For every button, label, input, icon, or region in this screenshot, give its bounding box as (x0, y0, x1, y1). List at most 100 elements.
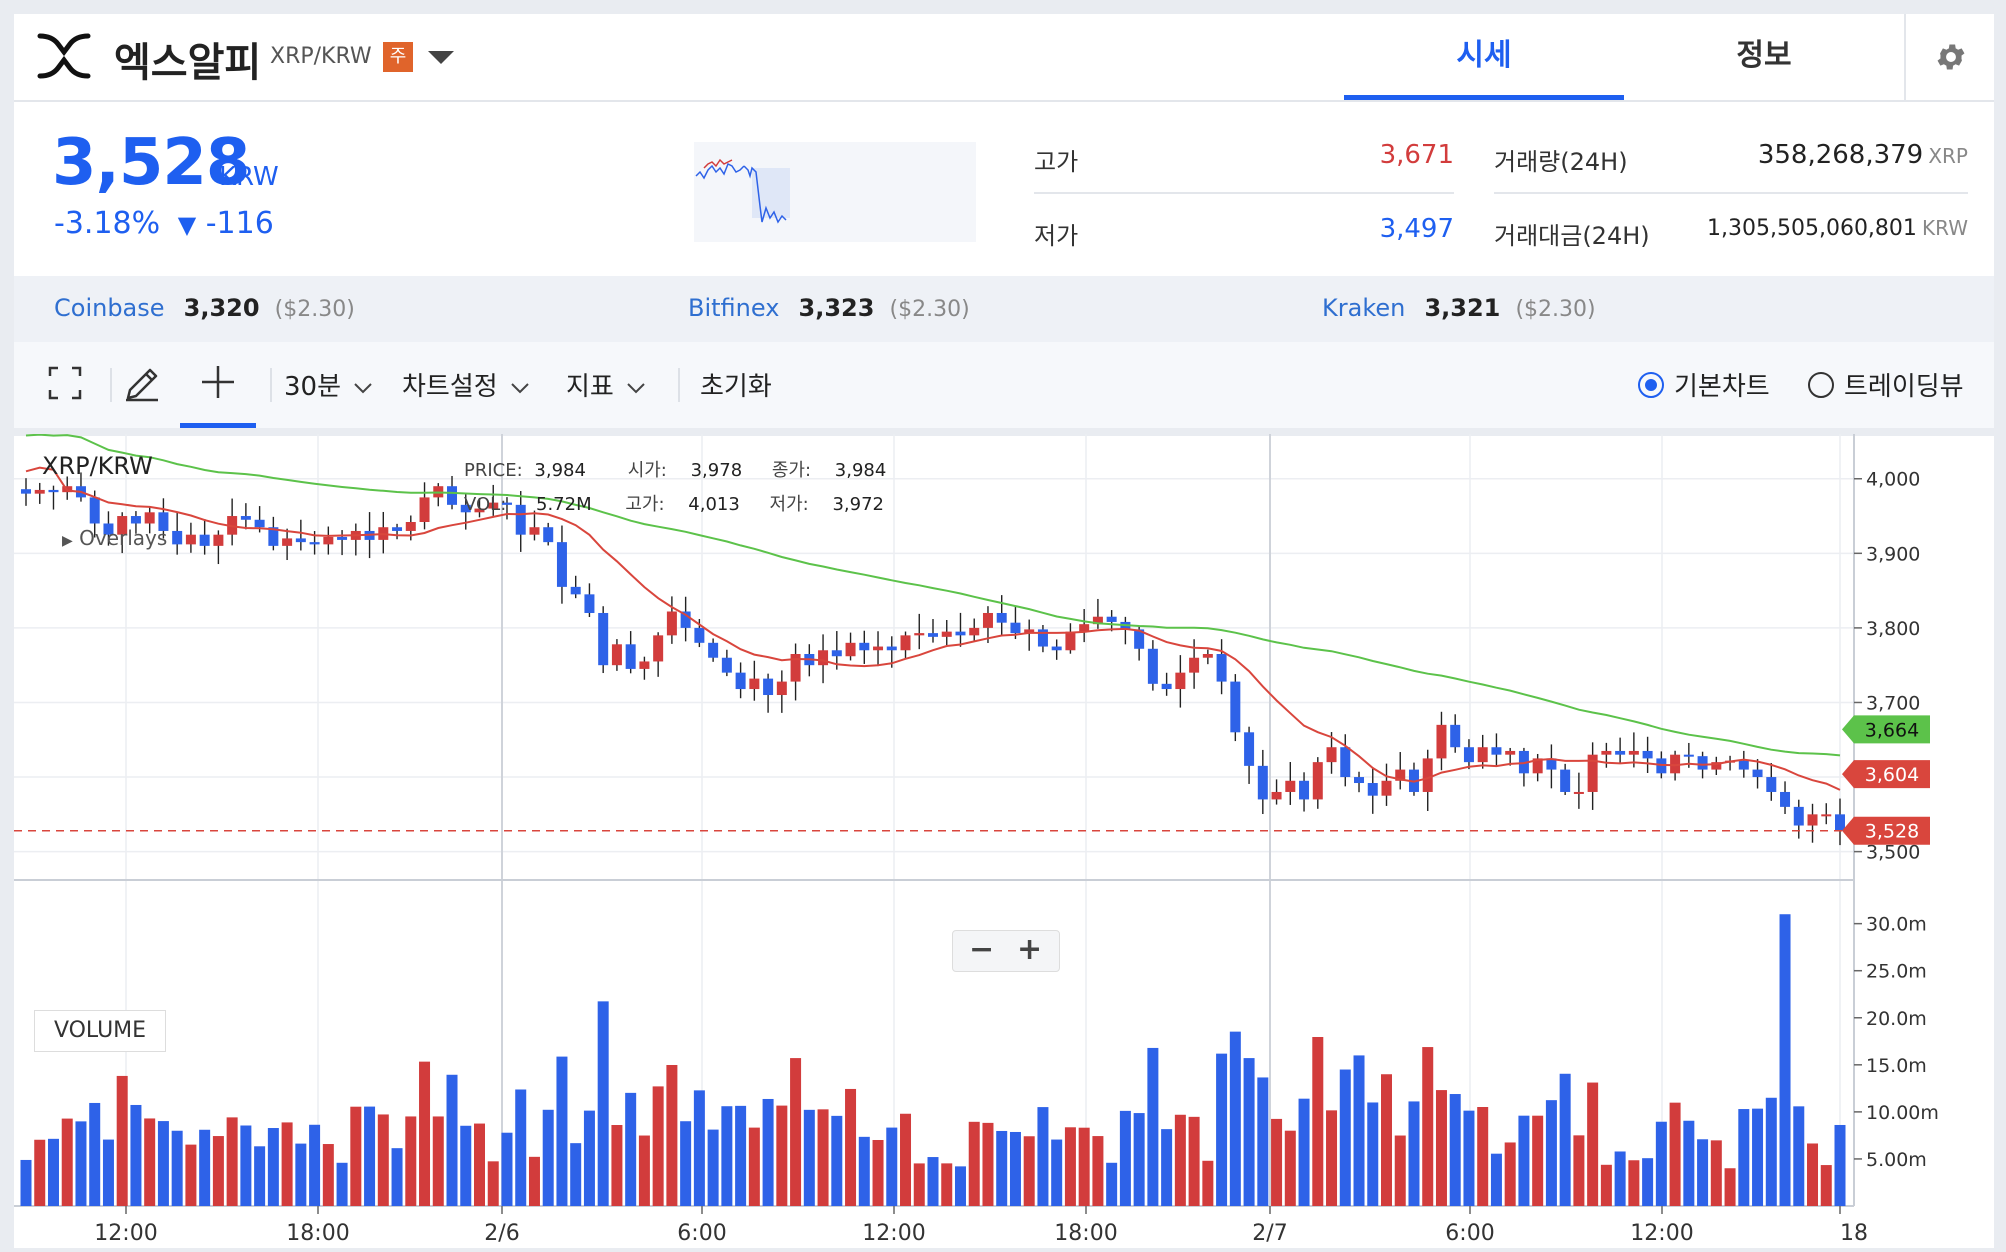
legend-close-label: 종가: (771, 460, 812, 481)
volume-bar (1820, 1165, 1832, 1206)
volume-bar (1669, 1102, 1681, 1206)
settings-button[interactable] (1904, 14, 1996, 100)
chevron-down-icon (354, 383, 372, 394)
radio-trading-view[interactable] (1808, 372, 1834, 398)
candle (419, 497, 430, 522)
candle (749, 678, 760, 690)
volume-bar (1381, 1074, 1392, 1206)
candle (873, 646, 884, 651)
candle (625, 644, 636, 669)
volume-bar (1353, 1055, 1365, 1206)
volume-bar (1312, 1036, 1324, 1206)
crosshair-icon (202, 366, 234, 398)
indicators-select[interactable]: 지표 (566, 366, 646, 403)
chart-settings-select[interactable]: 차트설정 (402, 366, 530, 403)
volume-bar (1064, 1127, 1076, 1206)
trading-view-label[interactable]: 트레이딩뷰 (1844, 372, 1964, 402)
radio-basic-chart[interactable] (1638, 372, 1664, 398)
volume-bar (1023, 1136, 1035, 1206)
ma-short-line (25, 466, 1841, 791)
volume-bar (1504, 1142, 1516, 1206)
chevron-down-icon[interactable] (426, 48, 456, 68)
volume-bar (845, 1088, 857, 1206)
warning-badge: 주 (383, 42, 413, 72)
candle (213, 534, 224, 546)
volume-bar (982, 1122, 994, 1206)
candle (584, 594, 595, 613)
candle (763, 678, 774, 696)
volume-bar (1394, 1135, 1406, 1206)
volume-bar (1298, 1098, 1310, 1206)
chart-symbol: XRP/KRW (42, 452, 153, 480)
candle (1601, 750, 1612, 755)
volume-bar (1738, 1109, 1750, 1206)
volume-bar (680, 1121, 692, 1206)
volume-bar (1106, 1162, 1118, 1206)
candle (886, 646, 897, 651)
interval-select[interactable]: 30분 (284, 366, 373, 403)
candle (1615, 750, 1626, 755)
x-tick-label: 12:00 (94, 1221, 157, 1246)
candle (34, 489, 45, 494)
candle (1395, 769, 1406, 781)
candle (1381, 780, 1392, 796)
volume-bar (886, 1127, 898, 1206)
chart-settings-label: 차트설정 (402, 372, 498, 402)
exchange-bitfinex[interactable]: Bitfinex 3,323 ($2.30) (688, 294, 970, 322)
x-tick-label: 6:00 (677, 1221, 726, 1246)
crosshair-tool[interactable] (180, 342, 256, 428)
candlestick-chart[interactable]: 4,0003,9003,8003,7003,6003,50030.0m25.0m… (14, 434, 1994, 1248)
volume-bar (487, 1161, 499, 1206)
zoom-out-button[interactable]: − (969, 932, 995, 967)
zoom-in-button[interactable]: + (1017, 932, 1043, 967)
candle (1051, 646, 1062, 651)
x-tick-label: 18:00 (286, 1221, 349, 1246)
exchange-kraken[interactable]: Kraken 3,321 ($2.30) (1322, 294, 1596, 322)
low-label: 저가 (1034, 222, 1079, 250)
volume-bar (116, 1075, 128, 1206)
candle (1821, 814, 1832, 817)
tab-info[interactable]: 정보 (1736, 38, 1792, 73)
candle (1780, 791, 1791, 807)
volume-bar (1229, 1031, 1241, 1206)
candle (1697, 756, 1708, 770)
candle (859, 642, 870, 651)
volume-bar (1463, 1110, 1475, 1206)
volume-bar (1765, 1097, 1777, 1206)
volume-bar (1161, 1129, 1173, 1206)
current-price: 3,528 (52, 126, 250, 200)
price-tag (1842, 715, 1930, 744)
fullscreen-icon[interactable] (48, 366, 82, 400)
basic-chart-label[interactable]: 기본차트 (1674, 372, 1770, 402)
volume-bar (212, 1136, 224, 1206)
volume-bar (721, 1106, 733, 1206)
volume-bar (1119, 1110, 1131, 1206)
volume-bar (144, 1118, 156, 1206)
candle (818, 650, 829, 666)
exchange-name: Bitfinex (688, 294, 780, 322)
pencil-icon[interactable] (122, 364, 162, 404)
candle (405, 522, 416, 531)
tab-quote[interactable]: 시세 (1344, 14, 1624, 100)
candle (1079, 624, 1090, 632)
amount-unit: KRW (1922, 216, 1968, 240)
volume-bar (1188, 1116, 1200, 1206)
candle (103, 523, 114, 535)
candle (1065, 631, 1076, 651)
volume-bar (611, 1125, 623, 1206)
exchange-coinbase[interactable]: Coinbase 3,320 ($2.30) (54, 294, 355, 322)
volume-bar (1545, 1100, 1557, 1206)
legend-high-label: 고가: (625, 494, 665, 515)
volume-bar (1037, 1107, 1049, 1206)
x-tick-label: 6:00 (1445, 1221, 1494, 1246)
volume-bar (309, 1124, 321, 1206)
overlays-toggle[interactable]: ▶ Overlays (62, 526, 167, 550)
candle (1835, 814, 1845, 831)
volume-bar (1092, 1136, 1104, 1206)
volume-bar (528, 1156, 540, 1206)
reset-button[interactable]: 초기화 (700, 372, 772, 402)
volume-bar (913, 1163, 925, 1206)
volume-bar (1683, 1120, 1695, 1206)
volume-bar (75, 1121, 87, 1206)
volume-bar (199, 1129, 211, 1206)
